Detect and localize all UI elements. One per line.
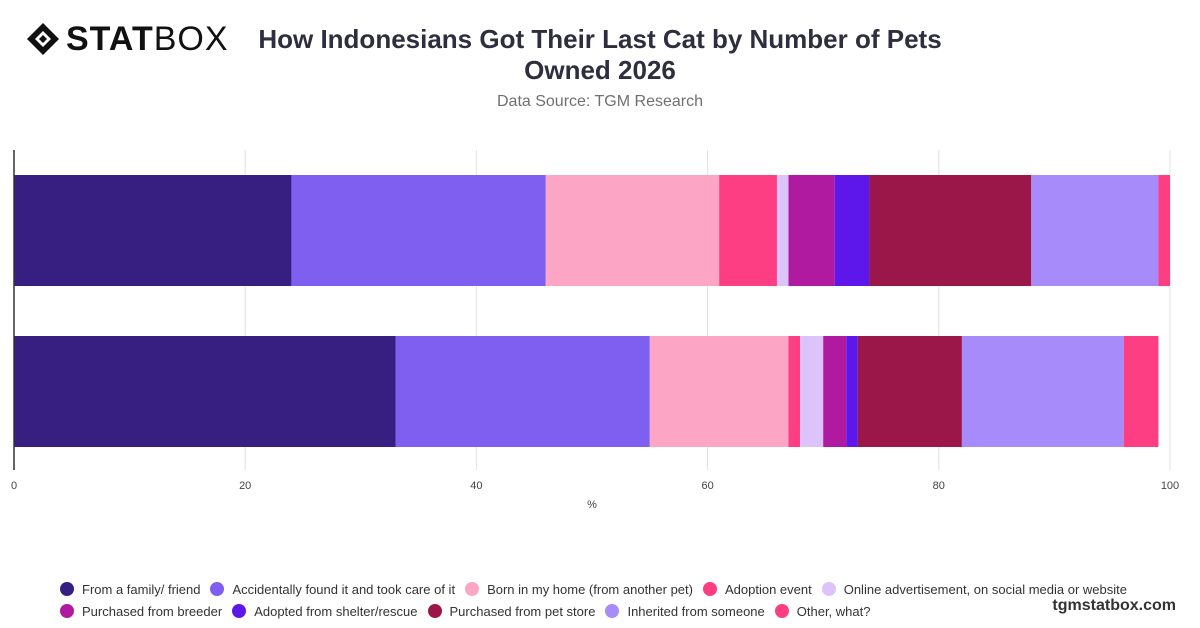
bar-segment [1158,175,1170,286]
x-tick-label: 80 [933,480,945,492]
legend-swatch [60,582,74,596]
legend-item[interactable]: Other, what? [774,603,871,619]
bar-segment [823,336,847,447]
legend-swatch [702,582,717,596]
legend-item[interactable]: Accidentally found it and took care of i… [210,582,455,597]
legend-label: Adopted from shelter/rescue [254,603,418,619]
legend-swatch [232,604,247,618]
bar-segment [834,175,870,286]
legend-swatch [427,604,442,618]
bar-segment [1031,175,1159,286]
legend-label: Purchased from breeder [82,603,223,619]
legend-item[interactable]: Purchased from pet store [427,603,596,619]
bar-segment [788,175,835,286]
x-tick-label: 0 [11,480,17,492]
bar-segment [961,336,1124,447]
bar-segment [14,175,292,286]
footer-site: tgmstatbox.com [1052,597,1176,614]
legend-item[interactable]: From a family/ friend [60,582,200,597]
legend-item[interactable]: Adoption event [702,581,812,597]
legend-label: Purchased from pet store [449,603,596,619]
legend-label: Online advertisement, on social media or… [843,581,1127,597]
brand-light: BOX [153,20,229,58]
chart-title: How Indonesians Got Their Last Cat by Nu… [258,24,942,85]
legend-item[interactable]: Purchased from breeder [60,604,222,619]
x-tick-label: 100 [1161,480,1179,492]
x-tick-label: 60 [701,480,713,492]
legend-item[interactable]: Online advertisement, on social media or… [821,581,1127,597]
bar-segment [869,175,1032,286]
legend-label: Accidentally found it and took care of i… [232,581,456,597]
legend-item[interactable]: Born in my home (from another pet) [465,582,693,597]
legend-swatch [210,582,225,596]
bar-segment [649,336,789,447]
legend-row: From a family/ friend Accidentally found … [60,578,1160,600]
bar-segment [395,336,650,447]
legend-swatch [774,604,789,618]
bar-segment [846,336,858,447]
bar-segment [788,336,801,447]
legend-swatch [605,604,620,618]
diamond-logo-icon [27,23,59,55]
legend-swatch [465,582,480,596]
chart-subtitle: Data Source: TGM Research [496,93,703,110]
legend-label: Adoption event [724,581,812,597]
legend-item[interactable]: Adopted from shelter/rescue [232,603,418,619]
legend-label: Born in my home (from another pet) [487,581,693,597]
legend-label: Other, what? [796,603,871,619]
bar-segment [719,175,777,286]
legend-label: From a family/ friend [82,581,201,597]
legend-swatch [821,582,836,596]
legend-swatch [60,604,74,618]
x-tick-label: 40 [470,480,482,492]
statbox-logo: STATBOX [26,22,229,56]
bar-segment [857,336,962,447]
legend-item[interactable]: Inherited from someone [605,603,765,619]
x-axis-label: % [587,499,597,511]
bar-segment [14,336,396,447]
brand-name: STATBOX [66,22,229,56]
legend-row: Purchased from breeder Adopted from shelt… [60,600,1160,622]
chart-legend: From a family/ friend Accidentally found … [60,578,1160,622]
bar-segment [545,175,720,286]
legend-label: Inherited from someone [627,603,765,619]
brand-bold: STAT [66,20,154,58]
x-tick-label: 20 [239,480,251,492]
bar-segment [776,175,789,286]
bar-segment [800,336,824,447]
stacked-bar-chart: 0 20 40 60 80 100% [11,150,1179,511]
bar-segment [1123,336,1159,447]
bar-segment [291,175,546,286]
